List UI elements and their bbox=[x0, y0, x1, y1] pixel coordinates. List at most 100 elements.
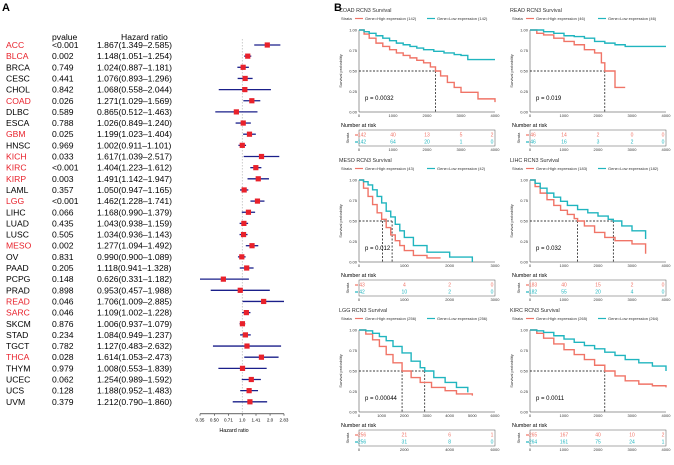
forest-row-pvalue: 0.066 bbox=[52, 207, 74, 217]
forest-row-pvalue: 0.148 bbox=[52, 274, 74, 284]
forest-row-label: KIRC bbox=[6, 163, 27, 173]
forest-row-label: KICH bbox=[6, 152, 27, 162]
forest-row-label: HNSC bbox=[6, 140, 30, 150]
forest-row-hr-text: 1.006(0.937–1.079) bbox=[97, 319, 172, 329]
km-risk-low-value: 3 bbox=[597, 140, 600, 146]
km-risk-time-label: 3000 bbox=[628, 297, 638, 302]
km-y-label: Survival probability bbox=[338, 354, 343, 388]
km-risk-low-value: 0 bbox=[491, 290, 494, 296]
km-risk-high-value: 40 bbox=[390, 133, 396, 139]
km-risk-low-value: 24 bbox=[629, 440, 635, 446]
km-risk-low-value: 264 bbox=[529, 440, 538, 446]
forest-row-pvalue: 0.025 bbox=[52, 129, 74, 139]
km-curve-high bbox=[530, 329, 667, 388]
km-panel: KIRC RCN3 Survival Strata Gene=High expres… bbox=[509, 308, 671, 452]
forest-row-label: SARC bbox=[6, 308, 30, 318]
km-risk-high-value: 40 bbox=[595, 433, 601, 439]
km-pvalue: p = 0.032 bbox=[536, 246, 562, 252]
km-risk-low-value: 20 bbox=[595, 290, 601, 296]
forest-hr-box bbox=[243, 310, 249, 316]
km-risk-low-value: 4 bbox=[631, 290, 634, 296]
km-risk-time-label: 0 bbox=[529, 447, 532, 452]
km-y-tick-label: 0.00 bbox=[349, 409, 358, 414]
forest-hr-box bbox=[261, 298, 267, 305]
km-risk-high-value: 1 bbox=[491, 433, 494, 439]
km-risk-low-value: 20 bbox=[424, 140, 430, 146]
km-panels: COAD RCN3 Survival Strata Gene=High expres… bbox=[338, 8, 671, 452]
km-risk-time-label: 1000 bbox=[560, 297, 570, 302]
km-risk-high-value: 142 bbox=[358, 133, 367, 139]
forest-row-pvalue: 0.234 bbox=[52, 330, 74, 340]
forest-row-label: PCPG bbox=[6, 274, 31, 284]
km-y-tick-label: 0.75 bbox=[520, 348, 529, 353]
km-y-tick-label: 0.00 bbox=[520, 259, 529, 264]
forest-row-label: LUSC bbox=[6, 230, 29, 240]
forest-x-tick-label: 1.41 bbox=[252, 417, 261, 422]
forest-row-pvalue: 0.205 bbox=[52, 263, 74, 273]
km-risk-high-value: 10 bbox=[629, 433, 635, 439]
km-risk-time-label: 4000 bbox=[662, 297, 672, 302]
km-y-tick-label: 1.00 bbox=[520, 177, 529, 182]
km-title: COAD RCN3 Survival bbox=[339, 8, 391, 14]
km-y-tick-label: 0.25 bbox=[520, 239, 529, 244]
km-x-tick-label: 3000 bbox=[491, 263, 501, 268]
km-risk-low-value: 0 bbox=[491, 140, 494, 146]
forest-row-label: LUAD bbox=[6, 218, 29, 228]
forest-row-pvalue: 0.441 bbox=[52, 73, 74, 83]
forest-row-pvalue: 0.749 bbox=[52, 62, 74, 72]
km-y-tick-label: 0.50 bbox=[349, 68, 358, 73]
km-risk-time-label: 2000 bbox=[594, 447, 604, 452]
km-risk-low-value: 2 bbox=[631, 140, 634, 146]
forest-row-pvalue: 0.026 bbox=[52, 96, 74, 106]
forest-header-pvalue: pvalue bbox=[52, 32, 78, 42]
forest-hr-box bbox=[244, 343, 250, 349]
km-risk-low-value: 0 bbox=[662, 140, 665, 146]
forest-hr-box bbox=[240, 64, 246, 70]
forest-row-label: COAD bbox=[6, 96, 31, 106]
forest-hr-box bbox=[247, 399, 253, 405]
km-risk-low-value: 1 bbox=[460, 140, 463, 146]
forest-row-pvalue: 0.842 bbox=[52, 85, 74, 95]
km-risk-time-label: 2000 bbox=[423, 147, 433, 152]
forest-row-pvalue: 0.788 bbox=[52, 118, 74, 128]
forest-hr-box bbox=[244, 265, 250, 271]
km-risk-title: Number at risk bbox=[512, 423, 547, 429]
km-y-tick-label: 0.00 bbox=[520, 109, 529, 114]
forest-row-hr-text: 1.068(0.558–2.044) bbox=[97, 85, 172, 95]
km-y-tick-label: 0.50 bbox=[349, 218, 358, 223]
forest-row-label: BRCA bbox=[6, 62, 30, 72]
km-risk-axis-label: Strata bbox=[516, 432, 521, 443]
km-risk-high-value: 0 bbox=[491, 283, 494, 289]
km-x-tick-label: 6000 bbox=[491, 413, 501, 418]
km-risk-low-value: 10 bbox=[402, 290, 408, 296]
forest-row-label: MESO bbox=[6, 241, 32, 251]
km-risk-time-label: 3000 bbox=[628, 147, 638, 152]
forest-x-tick-label: 0.71 bbox=[224, 417, 233, 422]
km-y-tick-label: 1.00 bbox=[520, 327, 529, 332]
km-risk-time-label: 3000 bbox=[457, 147, 467, 152]
forest-row-pvalue: 0.046 bbox=[52, 308, 74, 318]
forest-row-label: PAAD bbox=[6, 263, 29, 273]
km-risk-high-value: 183 bbox=[529, 283, 538, 289]
km-x-tick-label: 0 bbox=[358, 113, 361, 118]
forest-row-pvalue: 0.898 bbox=[52, 285, 74, 295]
forest-hr-box bbox=[249, 243, 255, 249]
km-risk-low-value: 55 bbox=[561, 290, 567, 296]
forest-hr-box bbox=[239, 321, 246, 327]
km-pvalue: p = 0.012 bbox=[365, 246, 391, 252]
forest-row-label: CHOL bbox=[6, 85, 30, 95]
forest-row-hr-text: 1.118(0.941–1.328) bbox=[97, 263, 172, 273]
forest-row-hr-text: 1.867(1.349–2.585) bbox=[97, 40, 172, 50]
forest-row-label: OV bbox=[6, 252, 19, 262]
forest-row-label: ACC bbox=[6, 40, 24, 50]
km-y-tick-label: 1.00 bbox=[349, 327, 358, 332]
forest-x-tick-label: 2.83 bbox=[280, 417, 289, 422]
forest-x-tick-label: 1.0 bbox=[239, 417, 246, 422]
km-curve-low bbox=[359, 329, 469, 393]
km-risk-high-value: 5 bbox=[460, 133, 463, 139]
km-risk-time-label: 0 bbox=[529, 147, 532, 152]
km-x-tick-label: 0 bbox=[529, 113, 532, 118]
km-x-tick-label: 3000 bbox=[423, 413, 433, 418]
km-risk-high-value: 256 bbox=[358, 433, 367, 439]
km-x-tick-label: 2000 bbox=[594, 113, 604, 118]
